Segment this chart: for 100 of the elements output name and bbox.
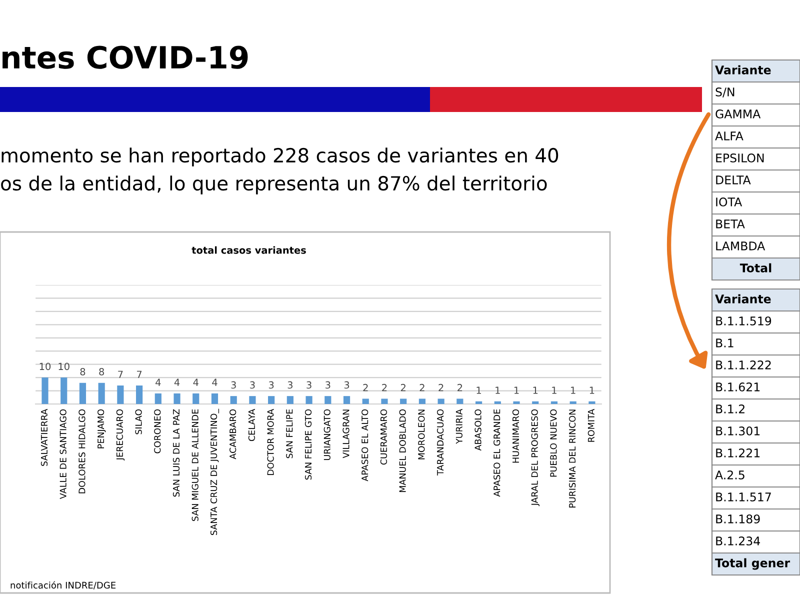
x-tick-label: YURIRIA bbox=[456, 408, 462, 444]
x-tick-label: SALVATIERRA bbox=[40, 408, 48, 466]
data-label: 4 bbox=[193, 378, 198, 386]
x-tick-label: SAN LUIS DE LA PAZ bbox=[172, 409, 180, 497]
bar bbox=[211, 393, 218, 404]
bar bbox=[60, 378, 68, 404]
data-label: 2 bbox=[400, 384, 406, 392]
bar bbox=[249, 396, 256, 404]
data-label: 3 bbox=[326, 381, 330, 389]
text: Total bbox=[740, 263, 772, 272]
text: B.1.1.519 bbox=[716, 316, 772, 326]
data-label: 1 bbox=[552, 386, 556, 394]
x-tick-label: SAN FELIPE bbox=[286, 409, 293, 458]
x-tick-label: SILAO bbox=[135, 409, 142, 434]
data-label: 2 bbox=[363, 384, 368, 392]
bar bbox=[532, 401, 539, 404]
x-tick-label: CORONEO bbox=[154, 409, 161, 454]
data-label: 1 bbox=[590, 386, 594, 394]
bar bbox=[343, 396, 350, 404]
x-tick-label: MANUEL DOBLADO bbox=[399, 409, 406, 492]
bar bbox=[438, 398, 444, 404]
data-label: 1 bbox=[533, 386, 538, 394]
x-tick-label: JARAL DEL PROGRESO bbox=[531, 409, 540, 506]
bar bbox=[456, 398, 464, 404]
text: Variante bbox=[715, 294, 771, 304]
data-label: 1 bbox=[496, 386, 500, 394]
x-tick-label: ABASOLO bbox=[474, 409, 482, 451]
x-tick-label: CELAYA bbox=[248, 408, 255, 442]
bar bbox=[513, 401, 520, 404]
text: BETA bbox=[716, 220, 745, 228]
bar bbox=[362, 398, 369, 404]
x-tick-label: SANTA CRUZ DE JUVENTINO_ bbox=[210, 408, 220, 536]
x-tick-label: VILLAGRAN bbox=[342, 410, 350, 458]
x-tick-label: CUERAMARO bbox=[380, 409, 388, 465]
chart-title: total casos variantes bbox=[192, 246, 306, 254]
bar bbox=[230, 396, 237, 404]
x-tick-label: MOROLEON bbox=[418, 410, 425, 460]
text: B.1.189 bbox=[716, 514, 760, 524]
bar bbox=[381, 398, 388, 404]
bar bbox=[154, 393, 162, 404]
data-label: 7 bbox=[118, 370, 123, 378]
bar bbox=[570, 401, 576, 404]
text: S/N bbox=[716, 87, 734, 98]
text: B.1 bbox=[716, 338, 734, 348]
data-label: 2 bbox=[420, 384, 424, 392]
text: B.1.2 bbox=[716, 404, 744, 414]
text: Variante bbox=[715, 65, 771, 74]
x-tick-label: TARANDACUAO bbox=[436, 409, 444, 476]
x-tick-label: DOCTOR MORA bbox=[267, 408, 274, 475]
bar bbox=[306, 396, 312, 404]
data-label: 7 bbox=[137, 370, 142, 378]
data-label: 4 bbox=[212, 378, 218, 386]
text: IOTA bbox=[716, 197, 742, 206]
x-tick-label: URIANGATO bbox=[324, 409, 330, 460]
data-label: 3 bbox=[306, 381, 312, 389]
text: os de la entidad, lo que representa un 87% del territorio bbox=[1, 176, 547, 194]
bar bbox=[475, 401, 482, 404]
data-label: 3 bbox=[288, 381, 292, 389]
text: GAMMA bbox=[716, 109, 761, 118]
x-tick-label: JERECUARO bbox=[116, 409, 125, 460]
text: B.1.234 bbox=[716, 536, 760, 546]
bar bbox=[98, 382, 105, 404]
data-label: 10 bbox=[40, 362, 51, 370]
text: ALFA bbox=[715, 132, 744, 140]
text: ntes COVID-19 bbox=[2, 46, 248, 69]
x-tick-label: PURISIMA DEL RINCON bbox=[569, 410, 576, 508]
x-tick-label: ROMITA bbox=[588, 408, 594, 442]
bar bbox=[418, 398, 426, 404]
bar bbox=[79, 382, 86, 404]
x-tick-label: VALLE DE SANTIAGO bbox=[60, 409, 66, 499]
data-label: 3 bbox=[268, 381, 274, 389]
text: Total gener bbox=[715, 558, 790, 570]
bar bbox=[324, 396, 332, 404]
x-tick-label: APASEO EL ALTO bbox=[362, 409, 368, 482]
bar bbox=[174, 393, 180, 404]
text: EPSILON bbox=[716, 153, 764, 162]
text: notificación INDRE/DGE bbox=[10, 581, 116, 590]
data-label: 1 bbox=[476, 386, 481, 394]
bar bbox=[588, 401, 596, 404]
x-tick-label: APASEO EL GRANDE bbox=[494, 409, 500, 497]
bar bbox=[192, 393, 200, 404]
text: B.1.621 bbox=[716, 382, 760, 392]
data-label: 2 bbox=[458, 384, 462, 392]
data-label: 3 bbox=[231, 381, 236, 389]
bar bbox=[136, 385, 143, 404]
data-label: 4 bbox=[156, 378, 161, 386]
bar bbox=[268, 396, 275, 404]
data-label: 1 bbox=[571, 386, 576, 394]
data-label: 2 bbox=[382, 384, 387, 392]
data-label: 10 bbox=[58, 362, 70, 370]
text: B.1.301 bbox=[716, 426, 760, 436]
bar bbox=[550, 401, 558, 404]
bar bbox=[400, 398, 407, 404]
bar bbox=[494, 401, 501, 404]
x-tick-label: PENJAMO bbox=[98, 409, 106, 448]
data-label: 3 bbox=[250, 381, 255, 389]
x-tick-label: PUEBLO NUEVO bbox=[550, 409, 557, 477]
x-tick-label: SAN MIGUEL DE ALLENDE bbox=[192, 409, 198, 521]
x-tick-label: HUANIMARO bbox=[512, 409, 520, 463]
bar bbox=[286, 396, 294, 404]
